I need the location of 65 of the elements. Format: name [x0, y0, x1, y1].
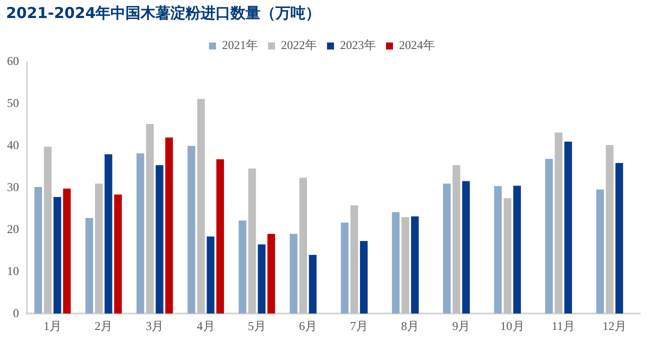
- bar: [596, 189, 604, 314]
- x-tick-label: 7月: [350, 318, 368, 333]
- bar: [238, 220, 246, 314]
- bar: [85, 218, 94, 314]
- y-tick-label: 0: [13, 306, 19, 320]
- bar: [206, 236, 214, 314]
- bar: [411, 216, 419, 314]
- bar: [494, 186, 502, 314]
- legend-label: 2024年: [399, 38, 435, 52]
- bar: [156, 165, 164, 314]
- bar: [606, 145, 614, 314]
- y-tick-label: 20: [7, 222, 19, 236]
- bar: [258, 244, 266, 314]
- bar: [308, 254, 317, 314]
- bar: [452, 165, 460, 314]
- bar: [95, 184, 103, 314]
- y-tick-label: 30: [7, 180, 19, 194]
- bar: [165, 137, 173, 314]
- bar: [350, 205, 358, 314]
- x-tick-label: 4月: [196, 318, 215, 333]
- bar: [402, 217, 410, 314]
- bar: [267, 234, 276, 314]
- x-tick-label: 12月: [602, 318, 626, 333]
- bar: [564, 142, 572, 314]
- bar: [248, 168, 256, 314]
- x-tick-label: 6月: [298, 318, 317, 333]
- bar: [615, 163, 624, 314]
- x-tick-label: 10月: [500, 318, 524, 333]
- bar: [513, 186, 521, 314]
- bar: [290, 234, 298, 314]
- bar: [554, 132, 562, 314]
- bar: [34, 186, 42, 314]
- bar: [216, 159, 224, 314]
- bar: [54, 197, 62, 314]
- legend-label: 2022年: [281, 38, 317, 52]
- y-tick-label: 10: [7, 264, 19, 278]
- bar: [443, 184, 451, 314]
- y-tick-label: 40: [7, 138, 19, 152]
- bar: [392, 212, 400, 314]
- bar: [136, 153, 144, 314]
- bar: [462, 181, 470, 314]
- bar: [146, 124, 154, 314]
- y-tick-label: 50: [7, 96, 19, 110]
- x-tick-label: 3月: [146, 318, 164, 333]
- x-tick-label: 11月: [552, 318, 576, 333]
- y-tick-label: 60: [7, 54, 19, 68]
- bar: [504, 198, 512, 314]
- bar: [44, 146, 52, 314]
- bar: [114, 194, 122, 314]
- bar: [545, 158, 553, 314]
- chart-title: 2021-2024年中国木薯淀粉进口数量（万吨）: [6, 4, 321, 23]
- bar: [299, 178, 307, 314]
- legend-label: 2021年: [222, 38, 258, 52]
- bar: [188, 146, 196, 314]
- bar: [360, 241, 368, 314]
- bar: [63, 188, 71, 314]
- x-tick-label: 5月: [248, 318, 266, 333]
- x-tick-label: 1月: [44, 318, 62, 333]
- bar: [104, 154, 112, 314]
- x-tick-label: 8月: [401, 318, 420, 333]
- bar: [197, 98, 205, 314]
- x-tick-label: 9月: [452, 318, 470, 333]
- legend-label: 2023年: [340, 38, 376, 52]
- bar: [340, 222, 349, 314]
- x-tick-label: 2月: [94, 318, 113, 333]
